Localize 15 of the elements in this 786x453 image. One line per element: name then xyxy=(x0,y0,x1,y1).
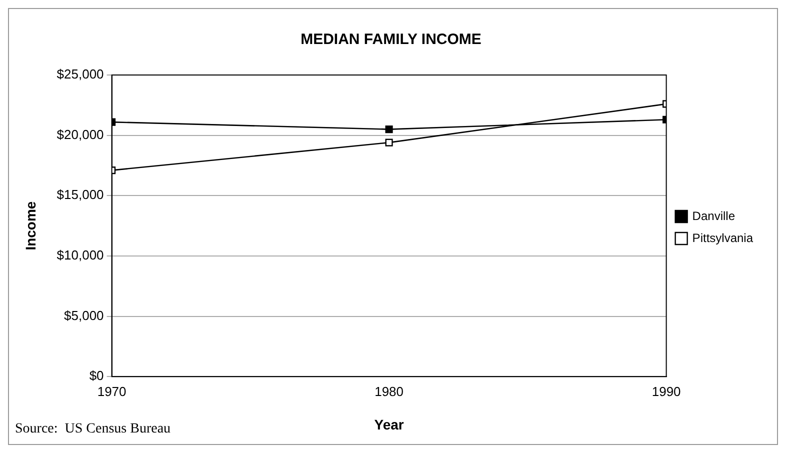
x-tick-label: 1990 xyxy=(652,384,681,399)
y-tick-label: $10,000 xyxy=(56,248,104,263)
y-tick-label: $20,000 xyxy=(56,126,104,142)
source-note: Source: US Census Bureau xyxy=(15,422,171,437)
y-tick-label: $25,000 xyxy=(56,66,104,82)
legend-label: Danville xyxy=(692,208,736,223)
y-tick-label: $15,000 xyxy=(56,187,104,202)
y-tick-label: $5,000 xyxy=(64,308,104,323)
y-tick-label: $0 xyxy=(89,368,104,384)
y-axis-title: Income xyxy=(22,201,38,250)
x-tick-label: 1980 xyxy=(374,384,404,399)
x-tick-label: 1970 xyxy=(97,384,126,399)
chart-title: MEDIAN FAMILY INCOME xyxy=(300,31,482,48)
legend-label: Pittsylvania xyxy=(692,230,754,245)
x-axis-title: Year xyxy=(374,416,404,432)
